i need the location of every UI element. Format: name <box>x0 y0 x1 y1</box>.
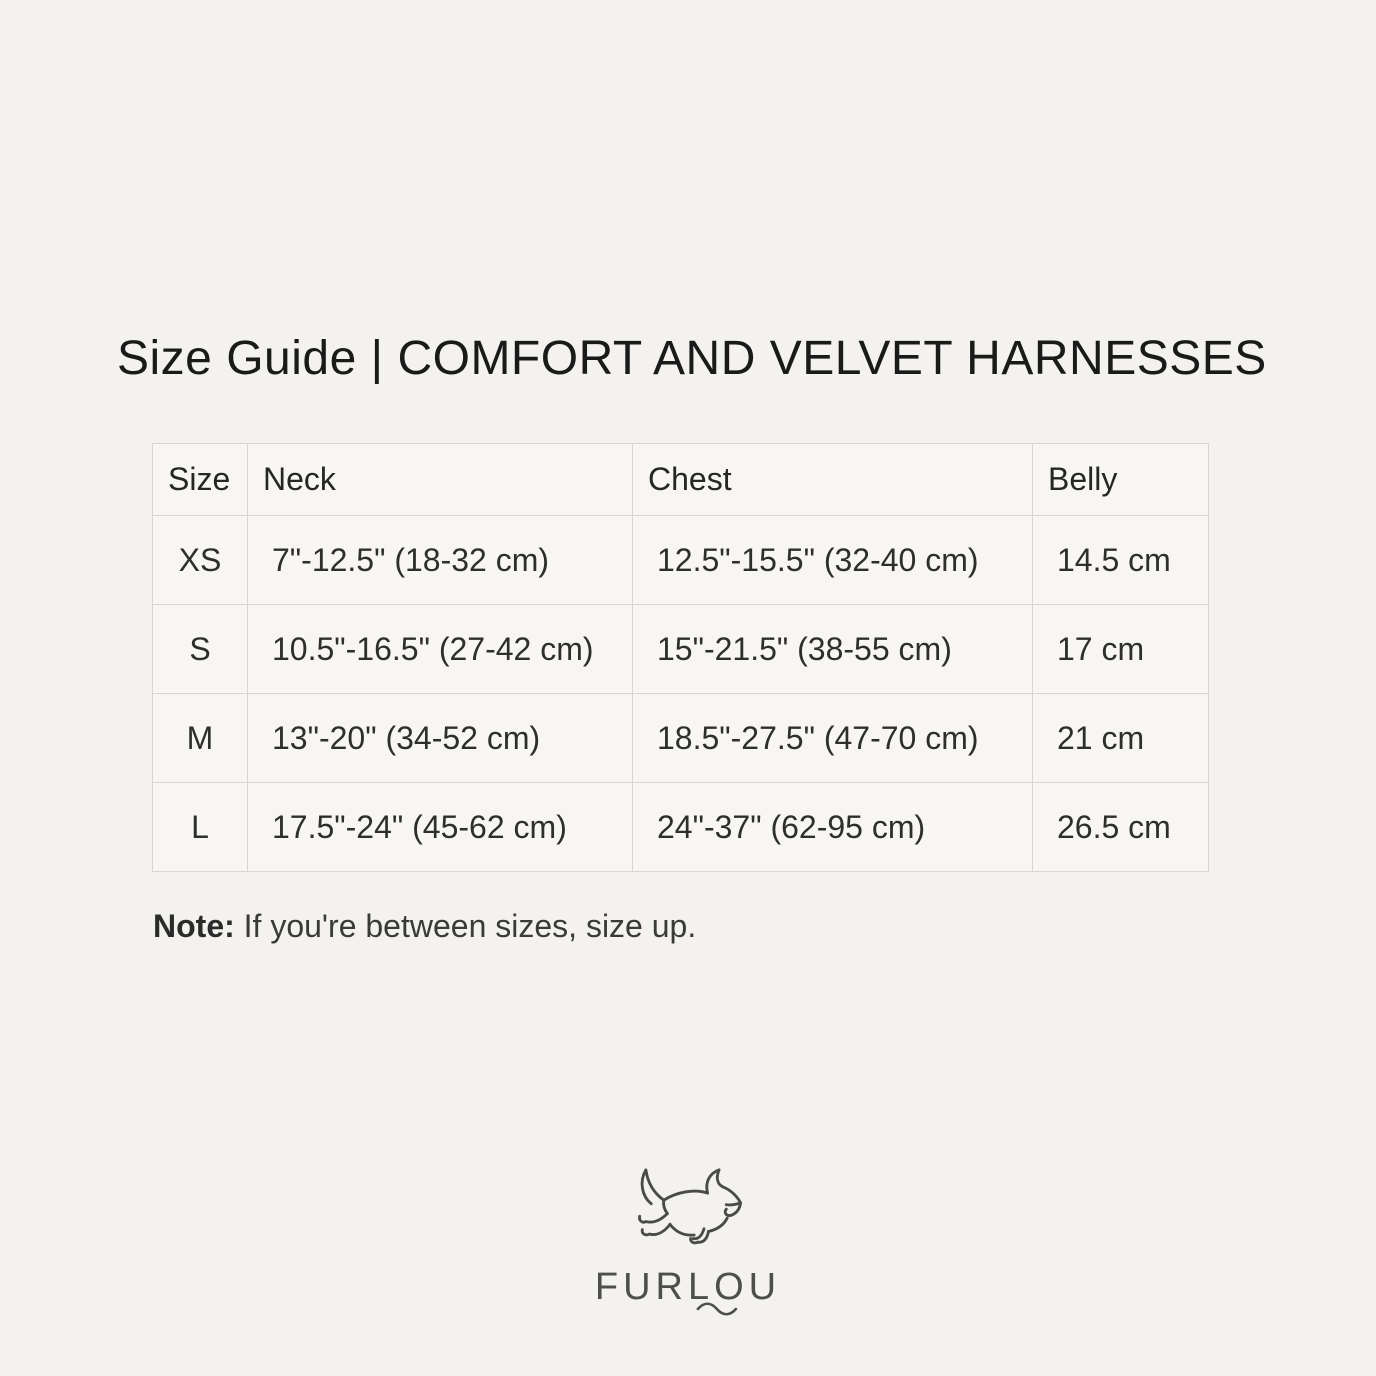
table-row-xs: XS 7"-12.5" (18-32 cm) 12.5"-15.5" (32-4… <box>152 515 1209 605</box>
page-title: Size Guide | COMFORT AND VELVET HARNESSE… <box>117 332 1267 385</box>
cell-belly: 21 cm <box>1032 693 1209 783</box>
column-header-size: Size <box>152 443 248 516</box>
cell-belly: 17 cm <box>1032 604 1209 694</box>
cell-chest: 15"-21.5" (38-55 cm) <box>632 604 1033 694</box>
brand-logo: FURLOU <box>594 1158 782 1316</box>
table-row-s: S 10.5"-16.5" (27-42 cm) 15"-21.5" (38-5… <box>152 604 1209 694</box>
sizing-note: Note: If you're between sizes, size up. <box>153 908 696 945</box>
cell-neck: 17.5"-24" (45-62 cm) <box>247 782 633 872</box>
cell-neck: 10.5"-16.5" (27-42 cm) <box>247 604 633 694</box>
table-row-m: M 13"-20" (34-52 cm) 18.5"-27.5" (47-70 … <box>152 693 1209 783</box>
note-text: If you're between sizes, size up. <box>243 908 697 944</box>
table-header-row: Size Neck Chest Belly <box>152 443 1209 516</box>
size-guide-table: Size Neck Chest Belly XS 7"-12.5" (18-32… <box>152 443 1209 872</box>
table-row-l: L 17.5"-24" (45-62 cm) 24"-37" (62-95 cm… <box>152 782 1209 872</box>
cell-neck: 7"-12.5" (18-32 cm) <box>247 515 633 605</box>
cell-size: S <box>152 604 248 694</box>
note-label: Note: <box>153 908 235 944</box>
cell-chest: 12.5"-15.5" (32-40 cm) <box>632 515 1033 605</box>
cell-chest: 18.5"-27.5" (47-70 cm) <box>632 693 1033 783</box>
wordmark-wave-icon <box>696 1302 737 1316</box>
cell-belly: 14.5 cm <box>1032 515 1209 605</box>
cell-chest: 24"-37" (62-95 cm) <box>632 782 1033 872</box>
brand-wordmark: FURLOU <box>594 1266 782 1308</box>
cell-size: L <box>152 782 248 872</box>
column-header-chest: Chest <box>632 443 1033 516</box>
cell-size: XS <box>152 515 248 605</box>
column-header-belly: Belly <box>1032 443 1209 516</box>
column-header-neck: Neck <box>247 443 633 516</box>
cell-size: M <box>152 693 248 783</box>
leaping-dog-icon <box>638 1168 743 1245</box>
cell-neck: 13"-20" (34-52 cm) <box>247 693 633 783</box>
cell-belly: 26.5 cm <box>1032 782 1209 872</box>
